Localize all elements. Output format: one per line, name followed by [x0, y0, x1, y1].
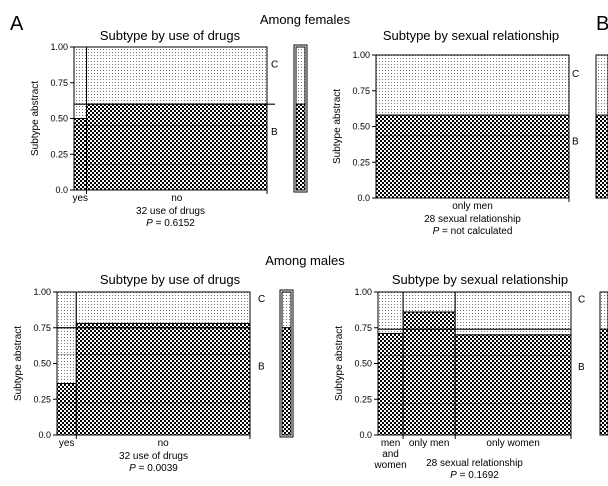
mosaic-cell-c [375, 54, 570, 116]
y-tick-label: 0.50 [50, 114, 68, 124]
mosaic-cell-c [73, 46, 88, 119]
mosaic-cell-b [377, 332, 404, 436]
mosaic-chart-1: Subtype by use of drugs Subtype abstract 1… [30, 28, 308, 229]
y-tick-label: 0.50 [33, 359, 51, 369]
clipped-strip-c [595, 54, 608, 118]
y-tick-label: 0.75 [352, 86, 370, 96]
clipped-strip-c [599, 291, 608, 332]
y-tick-label: 0.75 [33, 323, 51, 333]
mosaic-cell-b [73, 118, 88, 191]
mosaic-cell-c [454, 291, 572, 336]
y-tick-label: 0.0 [38, 430, 51, 440]
marginal-strip-b [295, 103, 306, 191]
marginal-strip-frame [293, 44, 308, 193]
marginal-strip-c [295, 46, 306, 105]
mosaic-chart-3: Subtype by use of drugs Subtype abstract 1… [13, 272, 294, 474]
y-tick-label: 0.25 [354, 394, 372, 404]
mosaic-cell-c [56, 291, 77, 385]
y-tick-label: 0.25 [50, 149, 68, 159]
y-tick-label: 1.00 [50, 42, 68, 52]
subtype-label-b: B [572, 137, 579, 148]
subtype-label-b: B [258, 361, 265, 372]
subtype-label-c: C [271, 60, 278, 71]
plot-frame [56, 291, 251, 436]
x-axis-label: 32 use of drugs [136, 206, 205, 217]
x-category-label: no [158, 438, 170, 449]
marginal-strip-b [281, 327, 292, 436]
plot-frame [73, 46, 268, 191]
marginal-strip-c [281, 291, 292, 329]
mosaic-chart-2: Subtype by sexual relationship Subtype ab… [332, 28, 608, 237]
y-tick-label: 1.00 [354, 287, 372, 297]
p-value: P = not calculated [433, 226, 513, 237]
panel-letter-a: A [10, 13, 24, 35]
x-category-label: only women [486, 438, 539, 449]
chart-title: Subtype by sexual relationship [383, 28, 559, 43]
x-category-label: yes [72, 193, 88, 204]
mosaic-cell-c [377, 291, 404, 334]
plot-frame [375, 54, 570, 199]
subtype-label-c: C [578, 295, 585, 306]
p-value: P = 0.6152 [146, 218, 195, 229]
mosaic-cell-b [402, 311, 456, 436]
marginal-strip-frame [279, 289, 294, 438]
mosaic-chart-4: Subtype by sexual relationship Subtype ab… [334, 272, 608, 481]
mosaic-cell-b [86, 103, 268, 191]
y-tick-label: 0.0 [55, 185, 68, 195]
mosaic-cell-b [56, 383, 77, 436]
group-title-females: Among females [260, 12, 351, 27]
y-tick-label: 0.50 [354, 359, 372, 369]
y-tick-label: 0.0 [357, 193, 370, 203]
y-tick-label: 0.50 [352, 122, 370, 132]
clipped-strip-b [599, 328, 608, 436]
y-axis-label: Subtype abstract [332, 89, 343, 164]
chart-title: Subtype by sexual relationship [392, 272, 568, 287]
x-category-label: no [171, 193, 183, 204]
y-tick-label: 0.75 [50, 78, 68, 88]
mosaic-cell-c [75, 291, 251, 324]
y-axis-label: Subtype abstract [30, 81, 41, 156]
clipped-strip-b [595, 114, 608, 199]
y-tick-label: 1.00 [33, 287, 51, 297]
mosaic-cell-b [375, 114, 570, 199]
x-axis-label: 28 sexual relationship [424, 214, 521, 225]
y-tick-label: 0.0 [359, 430, 372, 440]
subtype-label-c: C [258, 294, 265, 305]
y-axis-label: Subtype abstract [13, 326, 24, 401]
chart-title: Subtype by use of drugs [100, 272, 241, 287]
y-tick-label: 0.75 [354, 323, 372, 333]
x-axis-label: 28 sexual relationship [426, 458, 523, 469]
y-axis-label: Subtype abstract [334, 326, 345, 401]
y-tick-label: 0.25 [33, 394, 51, 404]
x-axis-label: 32 use of drugs [119, 451, 188, 462]
mosaic-cell-c [86, 46, 268, 105]
x-category-label: yes [59, 438, 75, 449]
subtype-label-c: C [572, 69, 579, 80]
panel-letter-b: B [596, 13, 608, 35]
x-category-label: only men [452, 201, 493, 212]
mosaic-cell-b [75, 322, 251, 436]
chart-title: Subtype by use of drugs [100, 28, 241, 43]
x-category-label: only men [409, 438, 450, 449]
x-category-label: men and women [373, 438, 406, 471]
plot-frame [377, 291, 572, 436]
group-title-males: Among males [265, 253, 345, 268]
p-value: P = 0.0039 [129, 463, 178, 474]
subtype-label-b: B [578, 362, 585, 373]
y-tick-label: 1.00 [352, 50, 370, 60]
subtype-label-b: B [271, 127, 278, 138]
p-value: P = 0.1692 [450, 470, 499, 481]
mosaic-cell-c [402, 291, 456, 313]
y-tick-label: 0.25 [352, 157, 370, 167]
mosaic-cell-b [454, 334, 572, 436]
